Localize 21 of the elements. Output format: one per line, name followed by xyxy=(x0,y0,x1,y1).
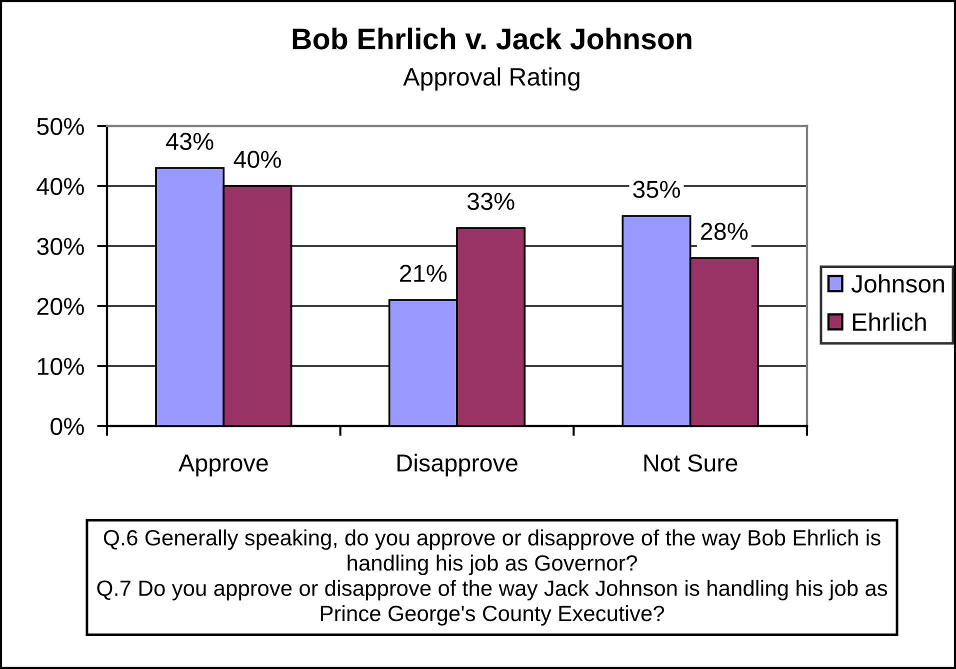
y-tick-label: 40% xyxy=(36,178,84,196)
x-tick-label: Not Sure xyxy=(644,454,738,472)
y-tick-label: 20% xyxy=(37,298,84,316)
x-tick-label: Approve xyxy=(178,454,268,476)
data-label: 35% xyxy=(633,180,680,198)
y-tick-label: 50% xyxy=(37,118,84,136)
data-label: 21% xyxy=(400,264,447,282)
y-tick-label: 0% xyxy=(50,418,84,436)
data-label: 40% xyxy=(234,150,281,168)
x-tick-label: Disapprove xyxy=(398,454,518,476)
data-label: 43% xyxy=(166,132,214,150)
data-label: 28% xyxy=(701,222,748,240)
text: Q.6 Generally speaking, do you approve or disapprove of the way Bob Ehrlich is handling his job as Governor? xyxy=(104,529,880,576)
chart-subtitle: Approval Rating xyxy=(403,67,580,91)
y-tick-label: 10% xyxy=(38,358,84,376)
chart-title: Bob Ehrlich v. Jack Johnson xyxy=(292,28,692,50)
y-tick-label: 30% xyxy=(37,238,84,256)
data-label: 33% xyxy=(467,192,514,210)
legend-label: Johnson xyxy=(851,274,944,293)
text: Q.7 Do you approve or disapprove of the way Jack Johnson is handling his job as Prince George's County Executive? xyxy=(97,580,888,626)
legend-label: Ehrlich xyxy=(853,312,926,331)
